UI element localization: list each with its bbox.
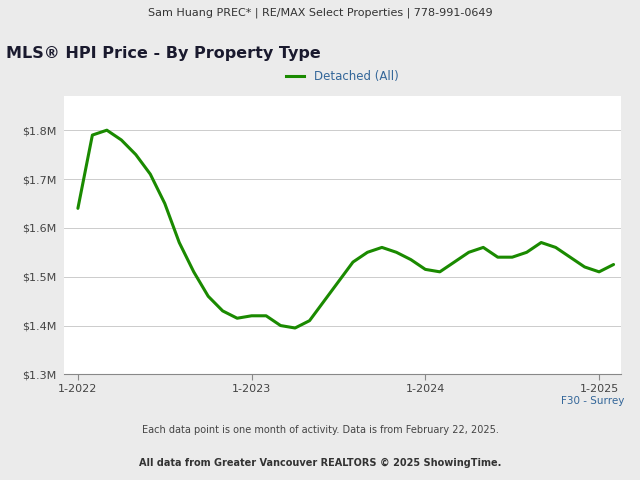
Legend: Detached (All): Detached (All) <box>282 66 403 88</box>
Text: MLS® HPI Price - By Property Type: MLS® HPI Price - By Property Type <box>6 46 321 60</box>
Text: All data from Greater Vancouver REALTORS © 2025 ShowingTime.: All data from Greater Vancouver REALTORS… <box>139 458 501 468</box>
Text: F30 - Surrey: F30 - Surrey <box>561 396 624 406</box>
Text: Sam Huang PREC* | RE/MAX Select Properties | 778-991-0649: Sam Huang PREC* | RE/MAX Select Properti… <box>148 8 492 18</box>
Text: Each data point is one month of activity. Data is from February 22, 2025.: Each data point is one month of activity… <box>141 425 499 435</box>
